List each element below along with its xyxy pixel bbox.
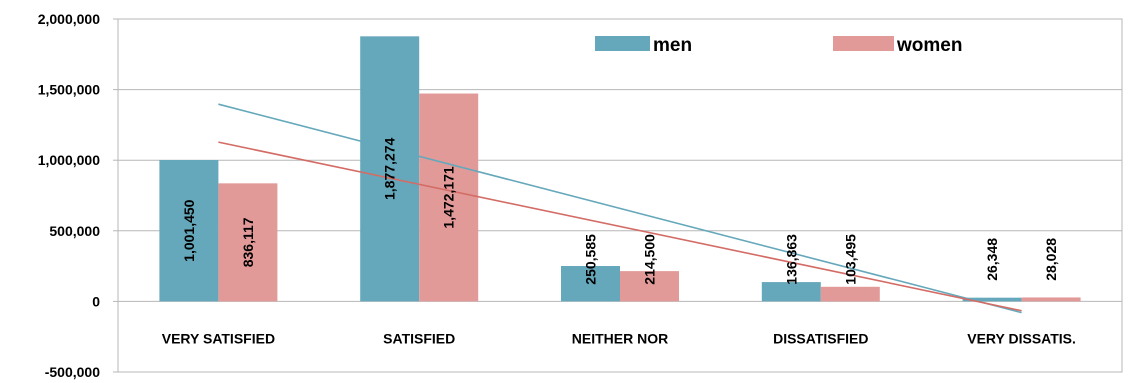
data-label: 250,585	[583, 234, 599, 285]
category-label: VERY SATISFIED	[162, 330, 275, 346]
bar-men	[962, 297, 1022, 302]
legend: men women	[595, 35, 962, 56]
data-label: 26,348	[984, 238, 1000, 281]
data-label: 136,863	[783, 234, 799, 285]
bar-men	[360, 36, 420, 302]
bar-men	[159, 159, 219, 302]
y-tick-label: 1,500,000	[38, 82, 100, 98]
bar-men	[561, 266, 620, 302]
bar-women	[620, 271, 679, 302]
bar-men	[761, 282, 821, 302]
y-tick-label: 1,000,000	[38, 152, 100, 168]
y-tick-label: 2,000,000	[38, 11, 100, 27]
bars	[159, 36, 1081, 302]
data-labels: 1,001,450 1,877,274 250,585 136,863 26,348 83…	[181, 138, 1059, 285]
bar-women	[1021, 297, 1081, 302]
category-label: DISSATISFIED	[773, 330, 868, 346]
legend-swatch-women	[833, 36, 894, 51]
y-tick-label: -500,000	[45, 364, 100, 380]
data-label: 1,472,171	[441, 166, 457, 228]
data-label: 214,500	[642, 234, 658, 285]
data-label: 103,495	[842, 234, 858, 285]
data-label: 1,877,274	[382, 138, 398, 200]
bar-women	[218, 183, 278, 302]
category-label: VERY DISSATIS.	[967, 330, 1076, 346]
trendline-women	[218, 141, 1022, 312]
data-label: 1,001,450	[181, 199, 197, 261]
x-axis-category-labels: VERY SATISFIED SATISFIED NEITHER NOR DISSAT…	[162, 330, 1076, 346]
y-tick-label: 500,000	[49, 223, 100, 239]
data-label: 28,028	[1043, 238, 1059, 281]
data-label: 836,117	[240, 217, 256, 267]
category-label: NEITHER NOR	[572, 330, 668, 346]
bar-women	[419, 93, 479, 302]
legend-swatch-men	[595, 36, 650, 51]
trendlines	[218, 103, 1022, 314]
y-tick-label: 0	[92, 293, 100, 309]
legend-label-women: women	[896, 35, 962, 56]
legend-label-men: men	[653, 35, 692, 56]
trendline-men	[218, 103, 1022, 314]
category-label: SATISFIED	[383, 330, 455, 346]
y-axis-tick-labels: 2,000,000 1,500,000 1,000,000 500,000 0 -500,…	[38, 11, 101, 380]
bar-women	[820, 286, 880, 302]
